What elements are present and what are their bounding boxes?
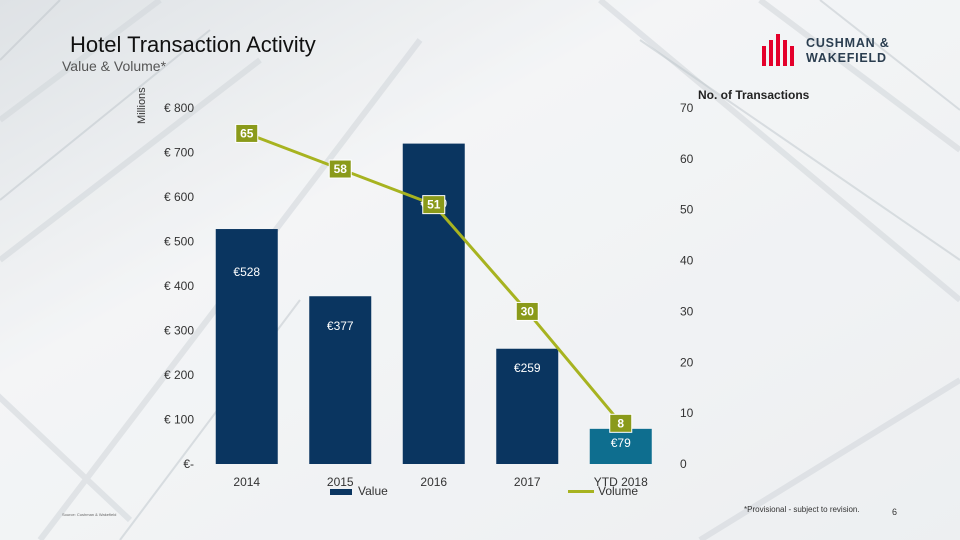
bar-data-label: €377 — [327, 319, 354, 333]
y2-tick-label: 60 — [680, 152, 694, 166]
y-tick-label: € 800 — [164, 101, 194, 115]
bar — [496, 348, 559, 464]
footnote: *Provisional - subject to revision. — [744, 505, 860, 514]
y2-tick-label: 20 — [680, 355, 694, 369]
volume-marker — [515, 301, 539, 321]
legend-swatch-value — [330, 488, 352, 495]
bar-data-label: €528 — [233, 265, 260, 279]
bar-data-label: €259 — [514, 361, 541, 375]
legend-swatch-volume — [568, 490, 594, 494]
legend-item-volume: Volume — [568, 484, 638, 498]
logo-mark-icon — [762, 34, 794, 66]
page-title: Hotel Transaction Activity — [70, 32, 316, 57]
page-subtitle: Value & Volume* — [62, 58, 167, 74]
legend-label-value: Value — [358, 484, 388, 498]
volume-marker — [328, 159, 352, 179]
x-tick-label: 2014 — [233, 475, 260, 489]
y-tick-label: €- — [183, 457, 194, 471]
y-tick-label: € 400 — [164, 279, 194, 293]
y-tick-label: € 600 — [164, 190, 194, 204]
bar — [589, 428, 652, 464]
logo-line2: WAKEFIELD — [806, 51, 887, 65]
y2-tick-label: 30 — [680, 304, 694, 318]
logo-line1: CUSHMAN & — [806, 36, 890, 50]
volume-data-label: 51 — [427, 198, 441, 212]
x-tick-label: 2015 — [327, 475, 354, 489]
y-tick-label: € 300 — [164, 324, 194, 338]
source-note: Source: Cushman & Wakefield — [62, 512, 117, 517]
y-tick-label: € 700 — [164, 146, 194, 160]
y2-tick-label: 70 — [680, 101, 694, 115]
volume-data-label: 58 — [334, 162, 348, 176]
legend-item-value: Value — [330, 484, 388, 498]
bar — [309, 296, 372, 464]
page-number: 6 — [892, 507, 898, 517]
x-tick-label: YTD 2018 — [594, 475, 648, 489]
bar — [215, 229, 278, 464]
legend-label-volume: Volume — [598, 484, 639, 498]
volume-data-label: 8 — [617, 416, 624, 430]
secondary-axis-title: No. of Transactions — [698, 88, 810, 102]
volume-marker — [422, 195, 446, 215]
x-tick-label: 2017 — [514, 475, 541, 489]
y-tick-label: € 100 — [164, 413, 194, 427]
volume-data-label: 30 — [521, 304, 535, 318]
bar — [402, 143, 465, 464]
company-logo: CUSHMAN & WAKEFIELD — [762, 34, 902, 66]
y2-tick-label: 40 — [680, 254, 694, 268]
y2-tick-label: 0 — [680, 457, 687, 471]
y2-tick-label: 50 — [680, 203, 694, 217]
volume-marker — [609, 413, 633, 433]
y-tick-label: € 500 — [164, 235, 194, 249]
bar-data-label: €79 — [611, 436, 631, 450]
y2-tick-label: 10 — [680, 406, 694, 420]
x-tick-label: 2016 — [420, 475, 447, 489]
volume-data-label: 65 — [240, 126, 254, 140]
volume-marker — [235, 123, 259, 143]
y-tick-label: € 200 — [164, 368, 194, 382]
